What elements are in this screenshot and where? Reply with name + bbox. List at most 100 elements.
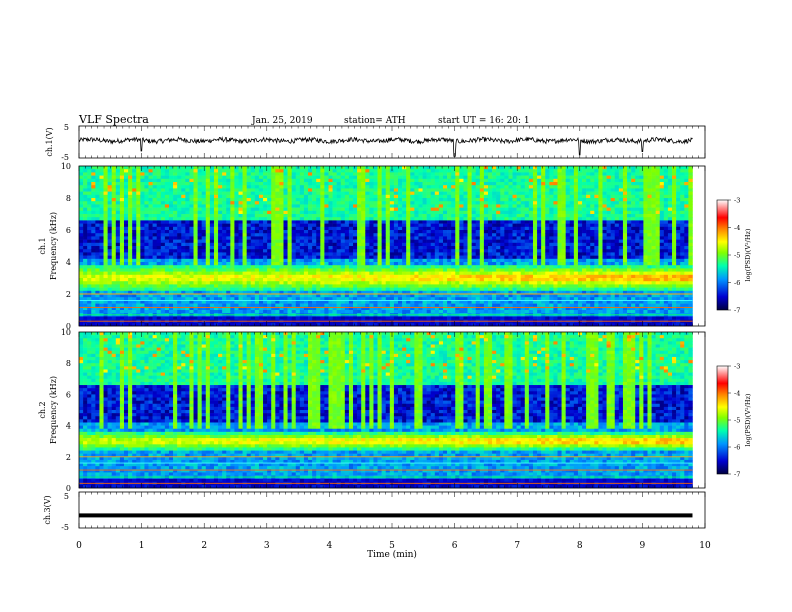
ch1-spec-cell [115,172,121,176]
ch1-spec-cell [119,220,125,224]
ch1-spec-cell [140,210,145,215]
ch1-spec-cell [353,281,358,285]
ch1-spec-cell [201,303,207,308]
ch1-spec-cell [406,175,411,180]
ch1-spec-cell [222,271,227,276]
ch1-spec-cell [438,284,444,288]
ch1-spec-cell [254,322,260,327]
ch1-spec-cell [287,226,292,231]
ch1-spec-cell [226,284,231,288]
ch1-spec-cell [438,220,444,224]
ch1-spec-cell [369,217,374,221]
ch1-spec-cell [332,303,337,308]
ch1-spec-cell [303,226,309,231]
ch1-spec-cell [140,230,145,234]
ch1-spec-cell [373,236,378,240]
ch1-spec-cell [361,233,366,237]
ch1-spec-cell [123,178,129,183]
ch1-spec-cell [95,182,100,186]
ch1-spec-cell [324,217,329,221]
ch1-spec-cell [389,287,395,292]
ch1-spec-cell [320,191,325,196]
ch1-spec-cell [385,322,391,327]
ch1-spec-cell [373,252,378,256]
ch1-spec-cell [160,166,166,170]
ch1-spec-cell [344,310,350,314]
ch1-spec-cell [430,310,436,314]
ch1-spec-cell [193,223,198,228]
ch1-spec-cell [316,268,321,272]
ch1-spec-cell [312,278,317,282]
ch1-spec-cell [393,268,399,272]
ch1-spec-cell [152,284,158,288]
ch1-spec-cell [353,230,358,234]
ch1-spec-cell [443,188,448,192]
ch1-spec-cell [193,281,198,285]
ch1-spec-cell [414,252,419,256]
ch1-spec-cell [348,300,354,304]
ch1-spec-cell [152,226,158,231]
ch1-spec-cell [115,290,121,295]
ch1-spec-cell [103,284,108,288]
ch1-spec-cell [115,258,121,263]
ch1-spec-cell [291,236,297,240]
ch1-spec-cell [353,194,358,199]
ch1-spec-cell [336,281,342,285]
ch1-spec-cell [377,246,382,250]
ch1-spec-cell [230,262,235,266]
ch1-spec-cell [213,249,219,253]
ch1-spec-cell [443,262,448,266]
ch1-spec-cell [230,210,235,215]
ch1-spec-cell [406,306,411,311]
ch1-spec-cell [283,306,288,311]
ch1-spec-cell [287,201,292,205]
ch1-spec-cell [348,233,354,237]
ch1-spec-cell [136,188,141,192]
ch1-spec-cell [279,207,284,212]
ch1-spec-cell [353,294,358,298]
ch1-spec-cell [263,242,268,247]
ch1-spec-cell [103,217,108,221]
ch1-spec-cell [438,230,444,234]
ch1-spec-cell [263,246,268,250]
ch1-spec-cell [140,281,145,285]
ch1-spec-cell [156,246,162,250]
ch1-spec-cell [242,265,247,269]
ch1-spec-cell [226,236,231,240]
ch1-spec-cell [312,284,317,288]
ch1-spec-cell [361,185,366,189]
ch1-spec-cell [414,172,419,176]
ch1-spec-cell [258,249,264,253]
ch1-spec-cell [271,268,276,272]
ch1-spec-cell [299,284,305,288]
ch1-spec-cell [344,194,350,199]
ch1-spec-cell [344,207,350,212]
ch1-spec-cell [136,281,141,285]
ch1-spec-cell [95,278,100,282]
ch1-spec-cell [222,169,227,173]
ch1-spec-cell [254,172,260,176]
ch1-spec-cell [177,294,182,298]
ch1-spec-cell [152,166,158,170]
ch1-spec-cell [389,242,395,247]
ch1-spec-cell [430,214,436,218]
ch1-spec-cell [185,188,190,192]
ch1-spec-cell [136,255,141,260]
ch1-spec-cell [422,310,427,314]
ch1-spec-cell [422,284,427,288]
ch1-spec-cell [258,290,264,295]
ch1-spec-cell [443,242,448,247]
ch1-spec-cell [336,284,342,288]
ch1-spec-cell [455,255,460,260]
ch1-spec-cell [344,191,350,196]
ch1-spec-cell [91,217,96,221]
ch1-spec-cell [353,262,358,266]
ch1-spec-cell [148,303,153,308]
ch1-spec-cell [320,287,325,292]
ch1-spec-cell [414,236,419,240]
ch1-spec-cell [406,242,411,247]
ch1-spec-cell [385,214,391,218]
ch1-spec-cell [242,204,247,208]
ch1-spec-cell [197,297,202,301]
ch1-spec-cell [389,220,395,224]
